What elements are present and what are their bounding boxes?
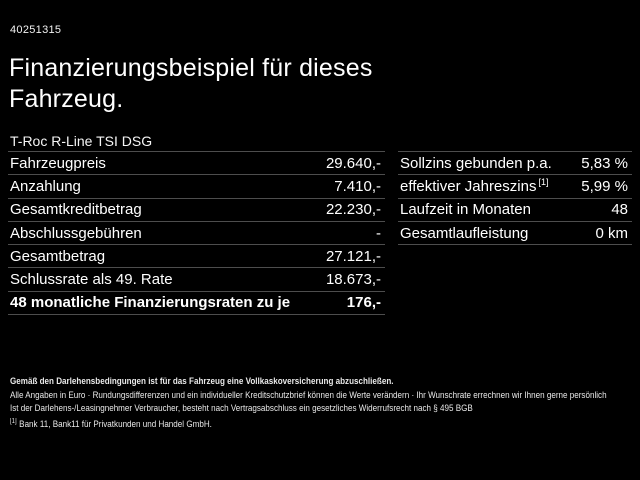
row-value: 5,83 % (581, 154, 628, 172)
row-label: Fahrzeugpreis (10, 154, 106, 172)
financing-table: Fahrzeugpreis 29.640,- Anzahlung 7.410,-… (8, 151, 385, 316)
table-row: Gesamtkreditbetrag 22.230,- (8, 197, 385, 221)
page-title-line2: Fahrzeug. (9, 85, 124, 113)
row-value: 22.230,- (325, 201, 381, 219)
table-row: Gesamtlaufleistung 0 km (398, 220, 632, 244)
row-value: - (376, 224, 381, 242)
page-title: Finanzierungsbeispiel für dieses Fahrzeug… (9, 53, 373, 115)
row-label: Schlussrate als 49. Rate (10, 271, 173, 289)
table-row: Anzahlung 7.410,- (8, 174, 385, 197)
table-row: Laufzeit in Monaten 48 (398, 197, 632, 221)
table-row: Gesamtbetrag 27.121,- (8, 244, 385, 267)
row-label: 48 monatliche Finanzierungsraten zu je (10, 294, 291, 312)
footnote-marker: [1] (10, 417, 17, 425)
disclaimer-insurance: Gemäß den Darlehensbedingungen ist für d… (10, 376, 394, 387)
row-value: 5,99 % (581, 177, 628, 195)
row-label-text: effektiver Jahreszins (400, 177, 537, 195)
row-value: 48 (611, 201, 628, 219)
row-label: Anzahlung (10, 177, 81, 195)
row-label: Laufzeit in Monaten (400, 201, 531, 219)
page-title-line1: Finanzierungsbeispiel für dieses (9, 54, 373, 82)
row-value: 18.673,- (325, 271, 381, 289)
vehicle-id: 40251315 (10, 24, 62, 36)
row-value: 7.410,- (334, 177, 381, 195)
row-label: Gesamtbetrag (10, 247, 106, 265)
row-value: 29.640,- (325, 154, 381, 172)
row-label: Gesamtkreditbetrag (10, 201, 142, 219)
row-value: 27.121,- (325, 247, 381, 265)
table-row-monthly-rate: 48 monatliche Finanzierungsraten zu je 1… (8, 290, 385, 314)
table-row: Schlussrate als 49. Rate 18.673,- (8, 267, 385, 290)
row-value: 176,- (346, 294, 381, 312)
table-row: effektiver Jahreszins [1] 5,99 % (398, 174, 632, 197)
footnote-bank: [1] Bank 11, Bank11 für Privatkunden und … (10, 417, 542, 430)
disclaimer-withdrawal: Ist der Darlehens-/Leasingnehmer Verbrau… (10, 403, 473, 414)
conditions-table: Sollzins gebunden p.a. 5,83 % effektiver… (398, 151, 632, 246)
disclaimer-general: Alle Angaben in Euro · Rundungsdifferenz… (10, 390, 607, 401)
table-row: Fahrzeugpreis 29.640,- (8, 151, 385, 174)
row-label: Gesamtlaufleistung (400, 224, 529, 242)
footnote-ref-marker: [1] (538, 176, 549, 187)
table-row: Sollzins gebunden p.a. 5,83 % (398, 151, 632, 174)
row-label: effektiver Jahreszins [1] (400, 176, 549, 195)
table-row: Abschlussgebühren - (8, 220, 385, 244)
footer-disclaimer: Gemäß den Darlehensbedingungen ist für d… (10, 377, 636, 430)
row-label: Sollzins gebunden p.a. (400, 154, 552, 172)
footnote-text: Bank 11, Bank11 für Privatkunden und Han… (19, 419, 212, 430)
row-value: 0 km (595, 224, 628, 242)
vehicle-name: T-Roc R-Line TSI DSG (10, 133, 153, 149)
row-label: Abschlussgebühren (10, 224, 142, 242)
